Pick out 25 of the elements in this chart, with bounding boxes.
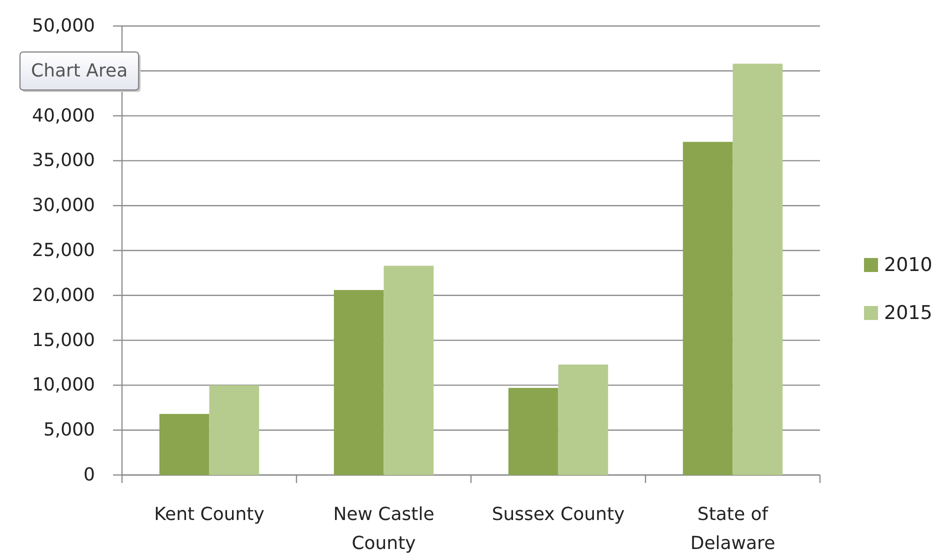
bar: [682, 142, 733, 475]
bar: [159, 414, 210, 475]
legend-label: 2015: [884, 302, 932, 324]
y-tick-label: 5,000: [43, 420, 95, 441]
x-tick-label: New Castle County: [333, 504, 434, 554]
bar: [558, 364, 608, 475]
legend-label: 2010: [884, 254, 932, 276]
y-tick-label: 0: [84, 464, 95, 486]
x-tick-label: State of Delaware: [690, 504, 776, 554]
y-tick-label: 50,000: [32, 16, 95, 36]
y-tick-label: 40,000: [32, 105, 95, 126]
annotation: Chart Area: [31, 60, 128, 82]
bar: [209, 385, 260, 475]
y-tick-label: 30,000: [32, 195, 95, 216]
y-tick-label: 10,000: [32, 374, 95, 396]
bar: [508, 388, 558, 475]
x-tick-label: Kent County: [154, 504, 265, 525]
bar: [384, 266, 434, 475]
y-tick-label: 20,000: [32, 284, 95, 306]
y-tick-label: 35,000: [32, 150, 95, 172]
bar: [334, 290, 384, 475]
x-tick-label: Sussex County: [492, 504, 626, 525]
y-tick-label: 15,000: [32, 330, 95, 351]
bar: [732, 64, 783, 475]
y-tick-label: 25,000: [32, 240, 95, 261]
